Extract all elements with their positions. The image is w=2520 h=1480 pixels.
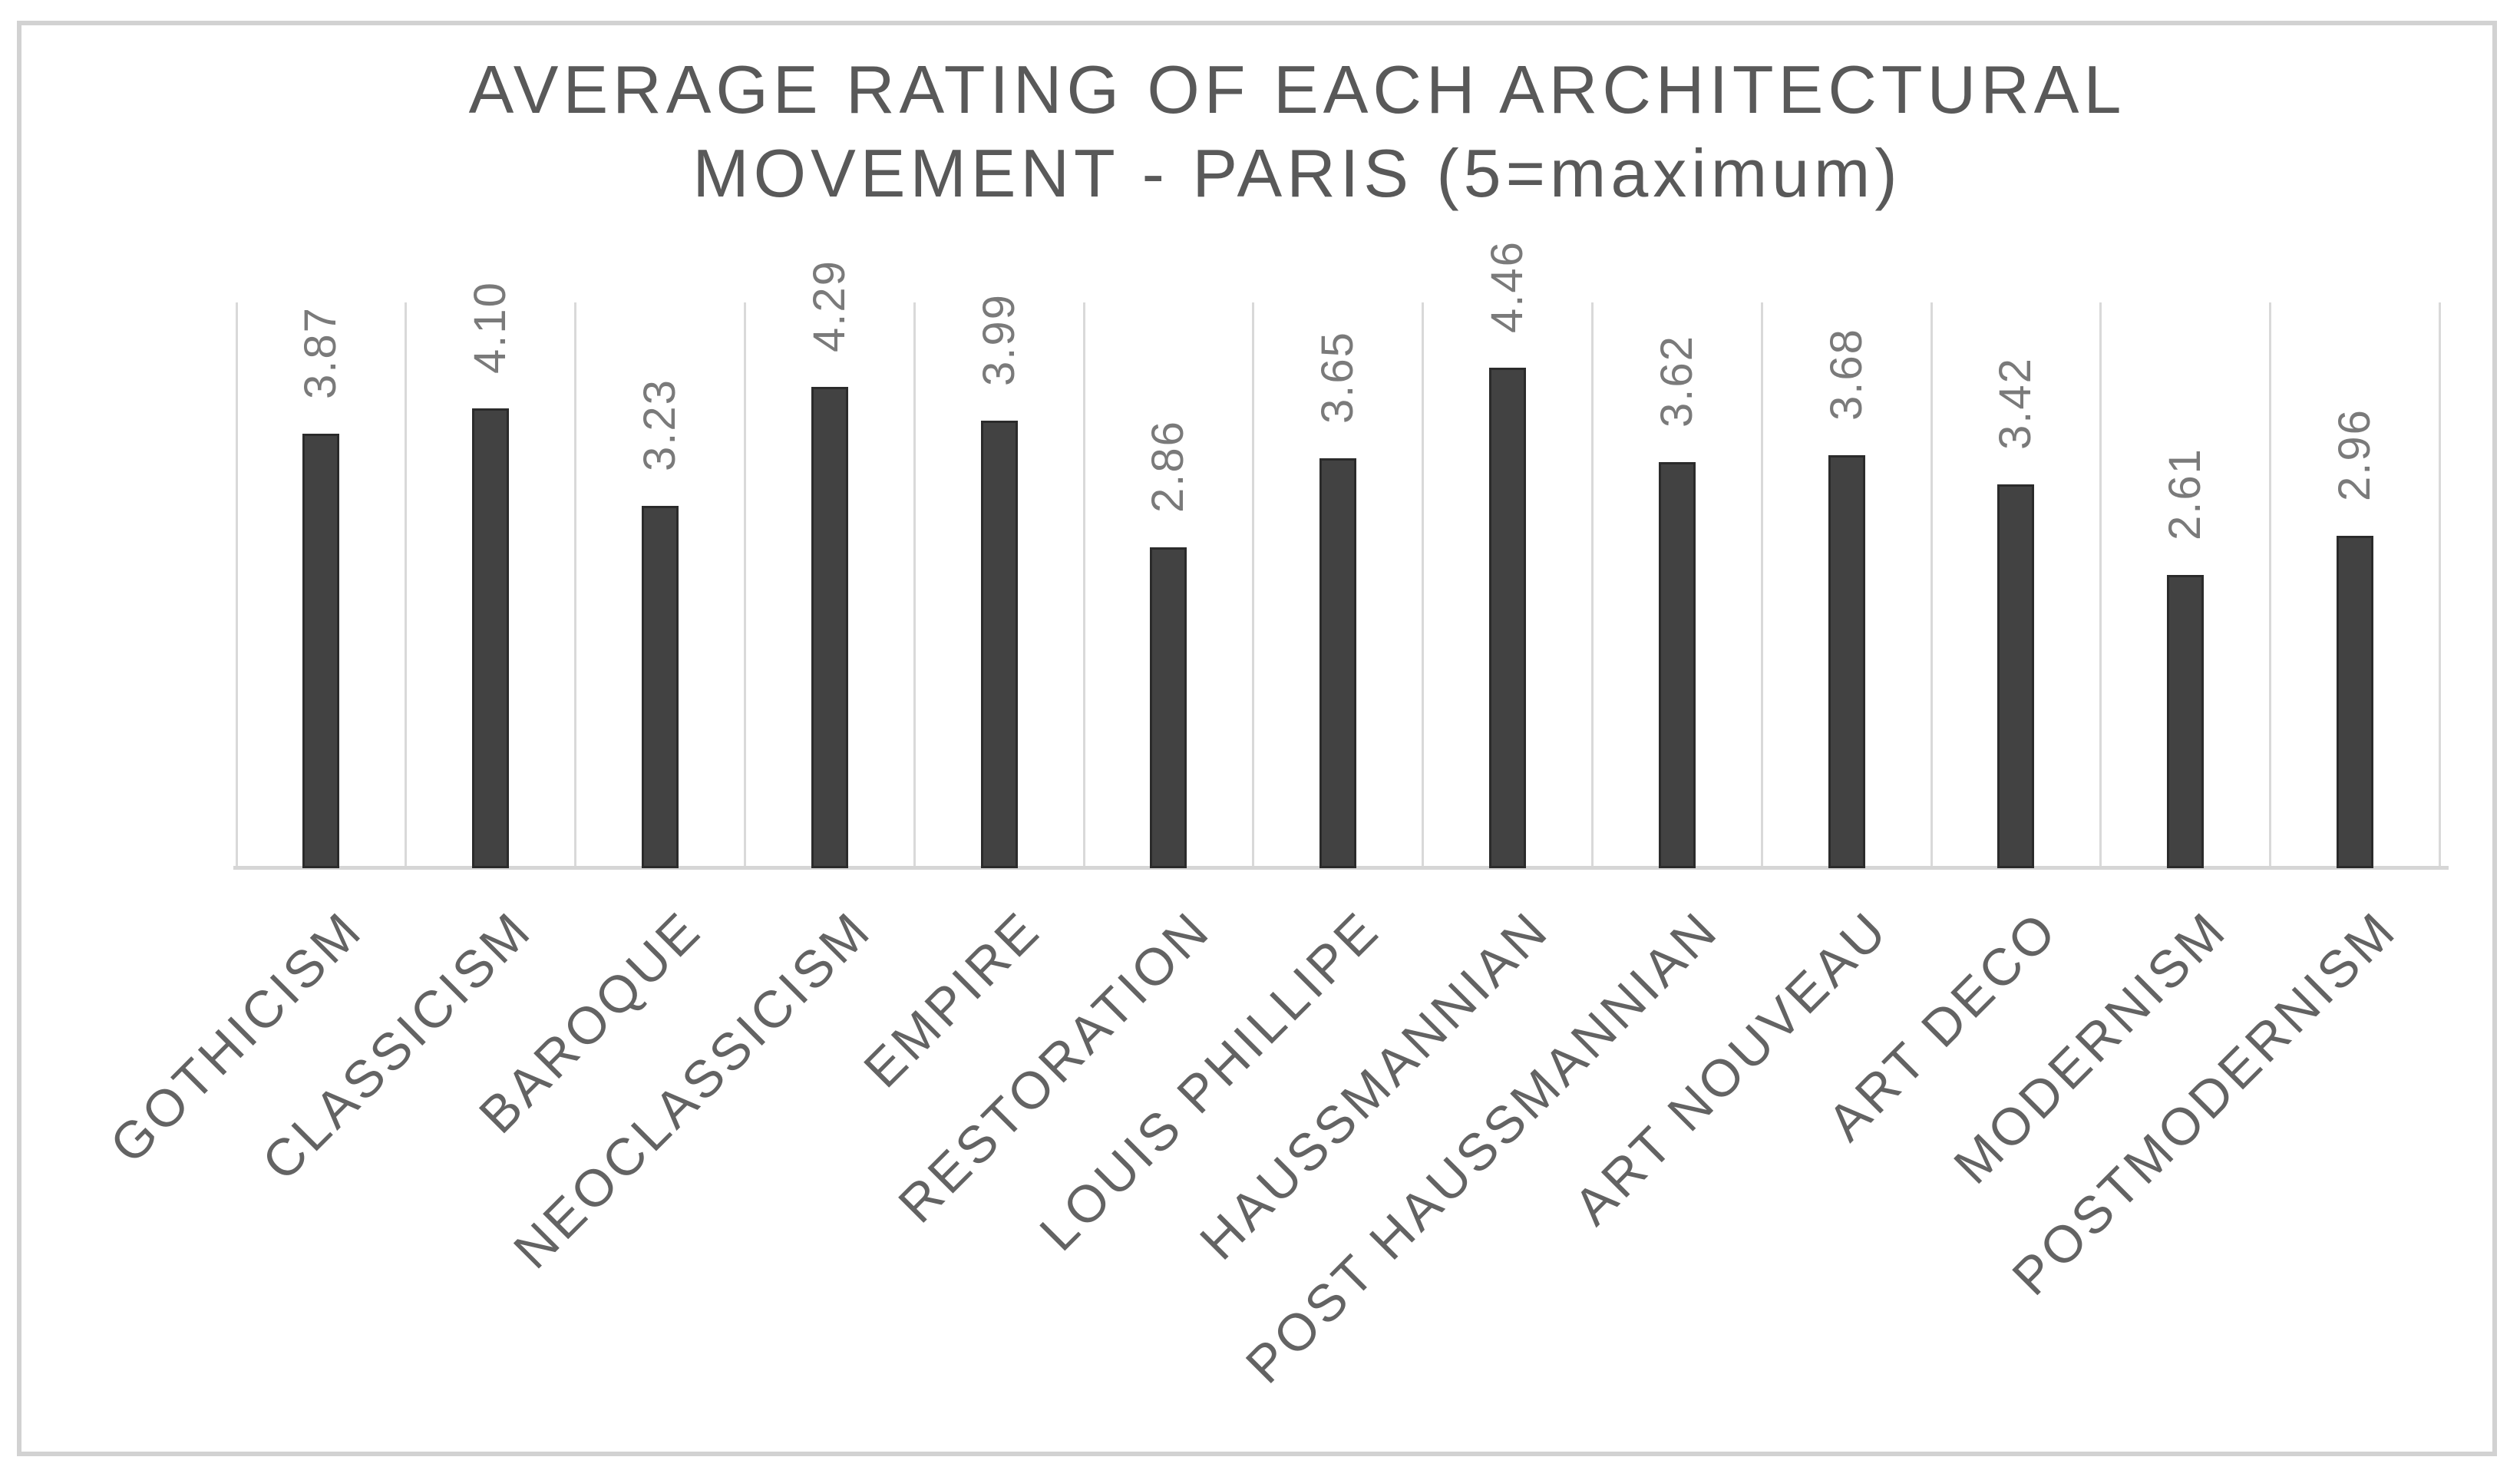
bar-value-label: 4.46 [1482,240,1532,333]
chart-title-line-1: AVERAGE RATING OF EACH ARCHITECTURAL [468,51,2126,127]
gridline [1930,302,1933,868]
bar-value-label: 3.42 [1990,357,2041,450]
gridline [1590,302,1594,868]
gridline [574,302,577,868]
bar [1658,462,1696,868]
bar [1828,455,1865,868]
bar-value-label: 2.61 [2160,448,2211,540]
gridline [2438,302,2441,868]
bar [302,434,340,868]
bar [2167,575,2205,868]
bar-value-label: 3.68 [1821,328,1871,421]
gridline [1422,302,1425,868]
bar [811,387,848,868]
bar-value-label: 3.23 [635,378,685,471]
bar-value-label: 4.10 [465,281,516,374]
bar [2337,536,2373,868]
category-label: ART NOUVEAU [1563,900,1900,1237]
gridline [1082,302,1085,868]
bar [1997,484,2035,868]
bar-value-label: 3.65 [1313,331,1363,424]
gridline [2269,302,2272,868]
gridline [405,302,408,868]
gridline [743,302,746,868]
bar-value-label: 2.96 [2330,408,2380,501]
chart-title: AVERAGE RATING OF EACH ARCHITECTURAL MOV… [0,48,2520,215]
bar-value-label: 3.99 [973,293,1024,386]
gridline [1252,302,1255,868]
chart-title-line-2: MOVEMENT - PARIS (5=maximum) [692,135,1902,211]
bar-value-label: 2.86 [1143,420,1194,513]
bar [980,421,1018,868]
bar [1489,368,1526,868]
gridline [913,302,916,868]
bar [472,408,510,868]
bar-value-label: 4.29 [804,259,854,352]
bar [1319,458,1357,868]
gridline [235,302,238,868]
bar-value-label: 3.87 [296,306,346,399]
gridline [2099,302,2102,868]
bar-value-label: 3.62 [1651,335,1702,428]
bar [642,506,679,868]
category-label: RESTORATION [887,900,1222,1234]
gridline [1760,302,1763,868]
chart-border-frame [17,21,2497,1456]
bar [1150,547,1187,868]
